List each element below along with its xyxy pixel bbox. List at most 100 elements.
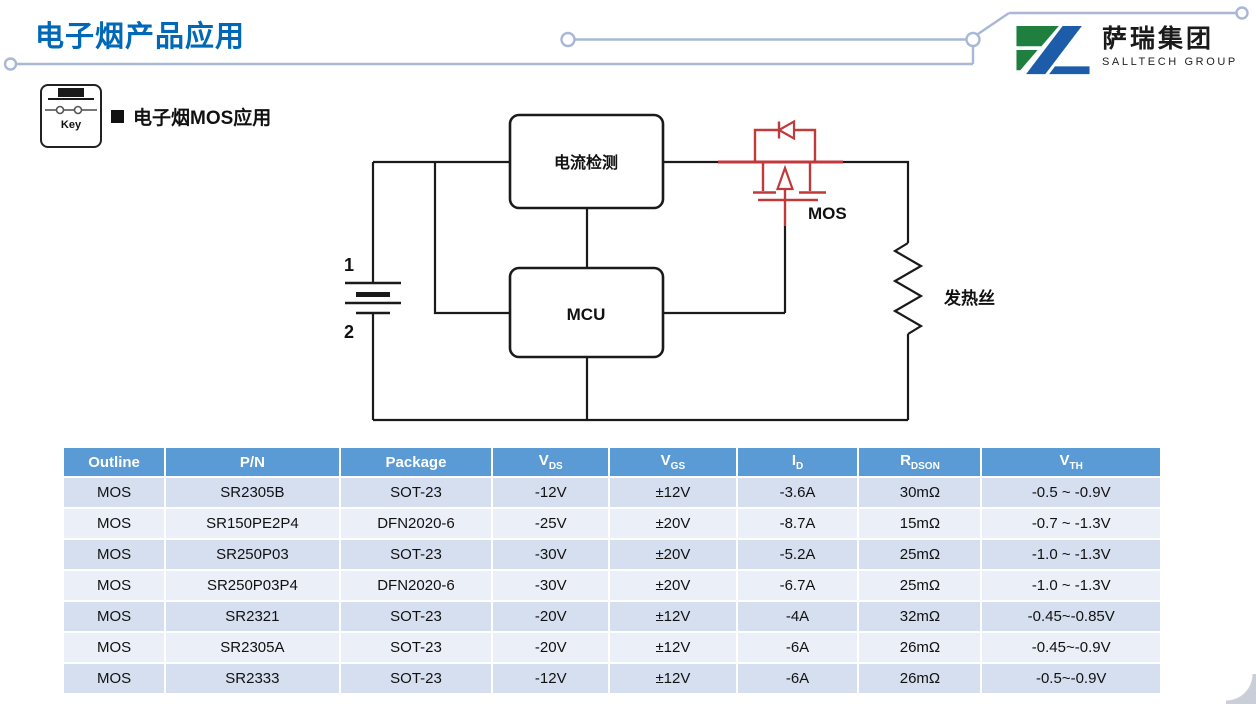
column-header-id: ID (735, 446, 860, 478)
table-cell: SR2305A (164, 631, 341, 664)
table-cell: ±12V (608, 476, 738, 509)
table-row: MOS SR2305A SOT-23 -20V ±12V -6A 26mΩ -0.45~-0.… (61, 631, 1162, 664)
table-cell: -0.45~-0.85V (980, 600, 1162, 633)
column-header-package: Package (338, 446, 494, 478)
heater-label: 发热丝 (943, 288, 995, 308)
table-cell: -3.6A (735, 476, 860, 509)
mcu-label: MCU (567, 305, 606, 324)
table-cell: -1.0 ~ -1.3V (980, 569, 1162, 602)
table-row: MOS SR250P03 SOT-23 -30V ±20V -5.2A 25mΩ -1.0 ~… (61, 538, 1162, 571)
table-cell: MOS (61, 569, 167, 602)
battery-pin1-label: 1 (344, 255, 354, 275)
table-cell: ±20V (608, 507, 738, 540)
table-cell: SR2305B (164, 476, 341, 509)
table-cell: -12V (491, 476, 611, 509)
table-cell: ±12V (608, 600, 738, 633)
spec-table-body: MOS SR2305B SOT-23 -12V ±12V -3.6A 30mΩ -0.5 ~ … (61, 476, 1162, 695)
table-cell: -4A (735, 600, 860, 633)
table-row: MOS SR2305B SOT-23 -12V ±12V -3.6A 30mΩ -0.5 ~ … (61, 476, 1162, 509)
decorative-trace-lines (3, 6, 1249, 71)
table-cell: 26mΩ (857, 662, 983, 695)
table-cell: -30V (491, 538, 611, 571)
column-header-p-n: P/N (164, 446, 341, 478)
current-sense-block (508, 113, 665, 210)
logo-name-cn: 萨瑞集团 (1102, 25, 1215, 53)
section-heading-label: 电子烟MOS应用 (133, 108, 272, 129)
table-cell: SOT-23 (338, 600, 494, 633)
table-cell: MOS (61, 662, 167, 695)
mos-label: MOS (808, 204, 847, 223)
key-badge-label: Key (60, 119, 82, 131)
table-cell: ±20V (608, 569, 738, 602)
table-cell: SOT-23 (338, 662, 494, 695)
table-cell: 25mΩ (857, 569, 983, 602)
table-cell: -1.0 ~ -1.3V (980, 538, 1162, 571)
table-cell: SR250P03P4 (164, 569, 341, 602)
table-cell: SR250P03 (164, 538, 341, 571)
table-cell: -20V (491, 631, 611, 664)
table-cell: -8.7A (735, 507, 860, 540)
table-row: MOS SR150PE2P4 DFN2020-6 -25V ±20V -8.7A 15mΩ -… (61, 507, 1162, 540)
square-bullet-icon (111, 110, 124, 123)
table-cell: SR2321 (164, 600, 341, 633)
column-header-rdson: RDSON (857, 446, 983, 478)
table-row: MOS SR250P03P4 DFN2020-6 -30V ±20V -6.7A 25mΩ -… (61, 569, 1162, 602)
table-cell: ±20V (608, 538, 738, 571)
key-switch-icon (45, 88, 97, 115)
table-cell: 32mΩ (857, 600, 983, 633)
section-heading: 电子烟MOS应用 (111, 103, 271, 130)
column-header-vgs: VGS (608, 446, 738, 478)
table-cell: -30V (491, 569, 611, 602)
table-cell: -20V (491, 600, 611, 633)
current-sense-label: 电流检测 (554, 153, 618, 172)
page-title: 电子烟产品应用 (35, 21, 246, 53)
slide-rounded-corner (1226, 674, 1256, 704)
table-cell: ±12V (608, 631, 738, 664)
table-cell: 30mΩ (857, 476, 983, 509)
table-cell: -0.5~-0.9V (980, 662, 1162, 695)
table-cell: SOT-23 (338, 631, 494, 664)
table-cell: MOS (61, 507, 167, 540)
column-header-outline: Outline (61, 446, 167, 478)
table-cell: MOS (61, 600, 167, 633)
table-cell: SR2333 (164, 662, 341, 695)
table-cell: -25V (491, 507, 611, 540)
circuit-wires (371, 160, 910, 422)
mosfet-icon (718, 119, 843, 226)
table-cell: -0.5 ~ -0.9V (980, 476, 1162, 509)
logo-text: 萨瑞集团 SALLTECH GROUP (1102, 25, 1238, 68)
mcu-block (508, 266, 665, 359)
table-cell: -0.45~-0.9V (980, 631, 1162, 664)
logo-mark-icon (1016, 26, 1090, 75)
mos-spec-table: Outline P/N Package VDS VGS ID RDSON VTH MOS SR2… (61, 446, 1162, 695)
table-cell: SOT-23 (338, 476, 494, 509)
heater-resistor-icon (892, 242, 924, 335)
table-cell: MOS (61, 538, 167, 571)
table-row: MOS SR2333 SOT-23 -12V ±12V -6A 26mΩ -0.5~-0.9V (61, 662, 1162, 695)
circuit-diagram: 电流检测 MCU MOS 发热丝 1 2 (344, 113, 995, 422)
battery-icon (345, 281, 401, 315)
table-cell: -0.7 ~ -1.3V (980, 507, 1162, 540)
logo-name-en: SALLTECH GROUP (1102, 55, 1238, 68)
table-cell: ±12V (608, 662, 738, 695)
table-row: MOS SR2321 SOT-23 -20V ±12V -4A 32mΩ -0.45~-0.8… (61, 600, 1162, 633)
table-cell: 25mΩ (857, 538, 983, 571)
table-cell: -6A (735, 662, 860, 695)
table-cell: -6.7A (735, 569, 860, 602)
table-cell: -12V (491, 662, 611, 695)
column-header-vds: VDS (491, 446, 611, 478)
company-logo: 萨瑞集团 SALLTECH GROUP (1014, 25, 1238, 76)
table-cell: SR150PE2P4 (164, 507, 341, 540)
spec-table-head: Outline P/N Package VDS VGS ID RDSON VTH (61, 446, 1162, 478)
table-cell: -5.2A (735, 538, 860, 571)
table-cell: MOS (61, 476, 167, 509)
table-cell: 26mΩ (857, 631, 983, 664)
table-cell: DFN2020-6 (338, 507, 494, 540)
table-cell: SOT-23 (338, 538, 494, 571)
battery-pin2-label: 2 (344, 322, 354, 342)
table-cell: 15mΩ (857, 507, 983, 540)
table-cell: -6A (735, 631, 860, 664)
key-badge: Key (40, 84, 102, 148)
table-cell: DFN2020-6 (338, 569, 494, 602)
